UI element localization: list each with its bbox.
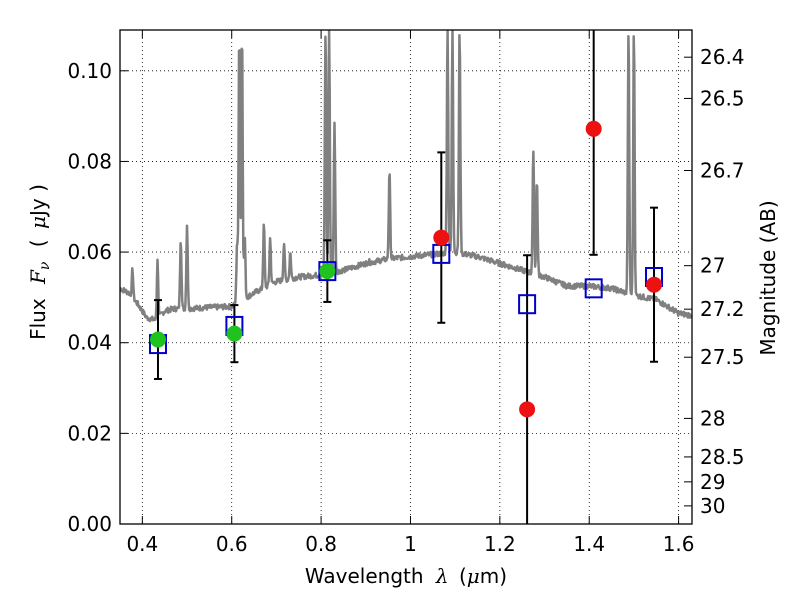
- y2-tick-label: 26.5: [700, 86, 745, 110]
- x-tick-label: 1.6: [663, 532, 695, 556]
- y-tick-label: 0.08: [67, 149, 112, 173]
- data-markers: [148, 120, 664, 418]
- y-tick-label: 0.02: [67, 421, 112, 445]
- y2-tick-label: 27: [700, 254, 725, 278]
- x-axis-label: Wavelength λ (μm): [305, 564, 507, 588]
- y2-tick-label: 27.5: [700, 345, 745, 369]
- x-tick-label: 1.2: [484, 532, 516, 556]
- y2-tick-label: 26.7: [700, 158, 745, 182]
- model-spectrum: [120, 30, 692, 323]
- model-box: [518, 294, 537, 315]
- y-tick-label: 0.04: [67, 331, 112, 355]
- x-tick-label: 0.4: [126, 532, 158, 556]
- y2-tick-label: 30: [700, 494, 725, 518]
- y2-tick-label: 28: [700, 406, 725, 430]
- y-tick-label: 0.00: [67, 512, 112, 536]
- data-point: [519, 401, 536, 418]
- y2-tick-label: 28.5: [700, 445, 745, 469]
- y2-tick-label: 29: [700, 470, 725, 494]
- y-tick-label: 0.10: [67, 59, 112, 83]
- model-box: [584, 278, 603, 299]
- y-axis-label: Flux Fν ( μJy ): [26, 184, 54, 340]
- spectrum-line: [120, 30, 692, 323]
- x-tick-label: 1.4: [573, 532, 605, 556]
- y2-tick-label: 26.4: [700, 45, 745, 69]
- y-tick-label: 0.06: [67, 240, 112, 264]
- data-point: [585, 120, 602, 137]
- y2-tick-label: 27.2: [700, 297, 745, 321]
- data-point: [319, 263, 336, 280]
- data-point: [433, 229, 450, 246]
- right-axis-label: Magnitude (AB): [756, 200, 780, 355]
- x-tick-label: 1: [404, 532, 417, 556]
- data-point: [149, 331, 166, 348]
- data-point: [226, 325, 243, 342]
- x-tick-label: 0.6: [216, 532, 248, 556]
- plot-frame: [119, 29, 693, 525]
- x-tick-label: 0.8: [305, 532, 337, 556]
- data-point: [646, 276, 663, 293]
- axis-ticks: 0.4 0.6 0.8 1 1.2 1.4 1.6 0.00 0.02 0.04 0.06 0.08 0…: [67, 30, 745, 556]
